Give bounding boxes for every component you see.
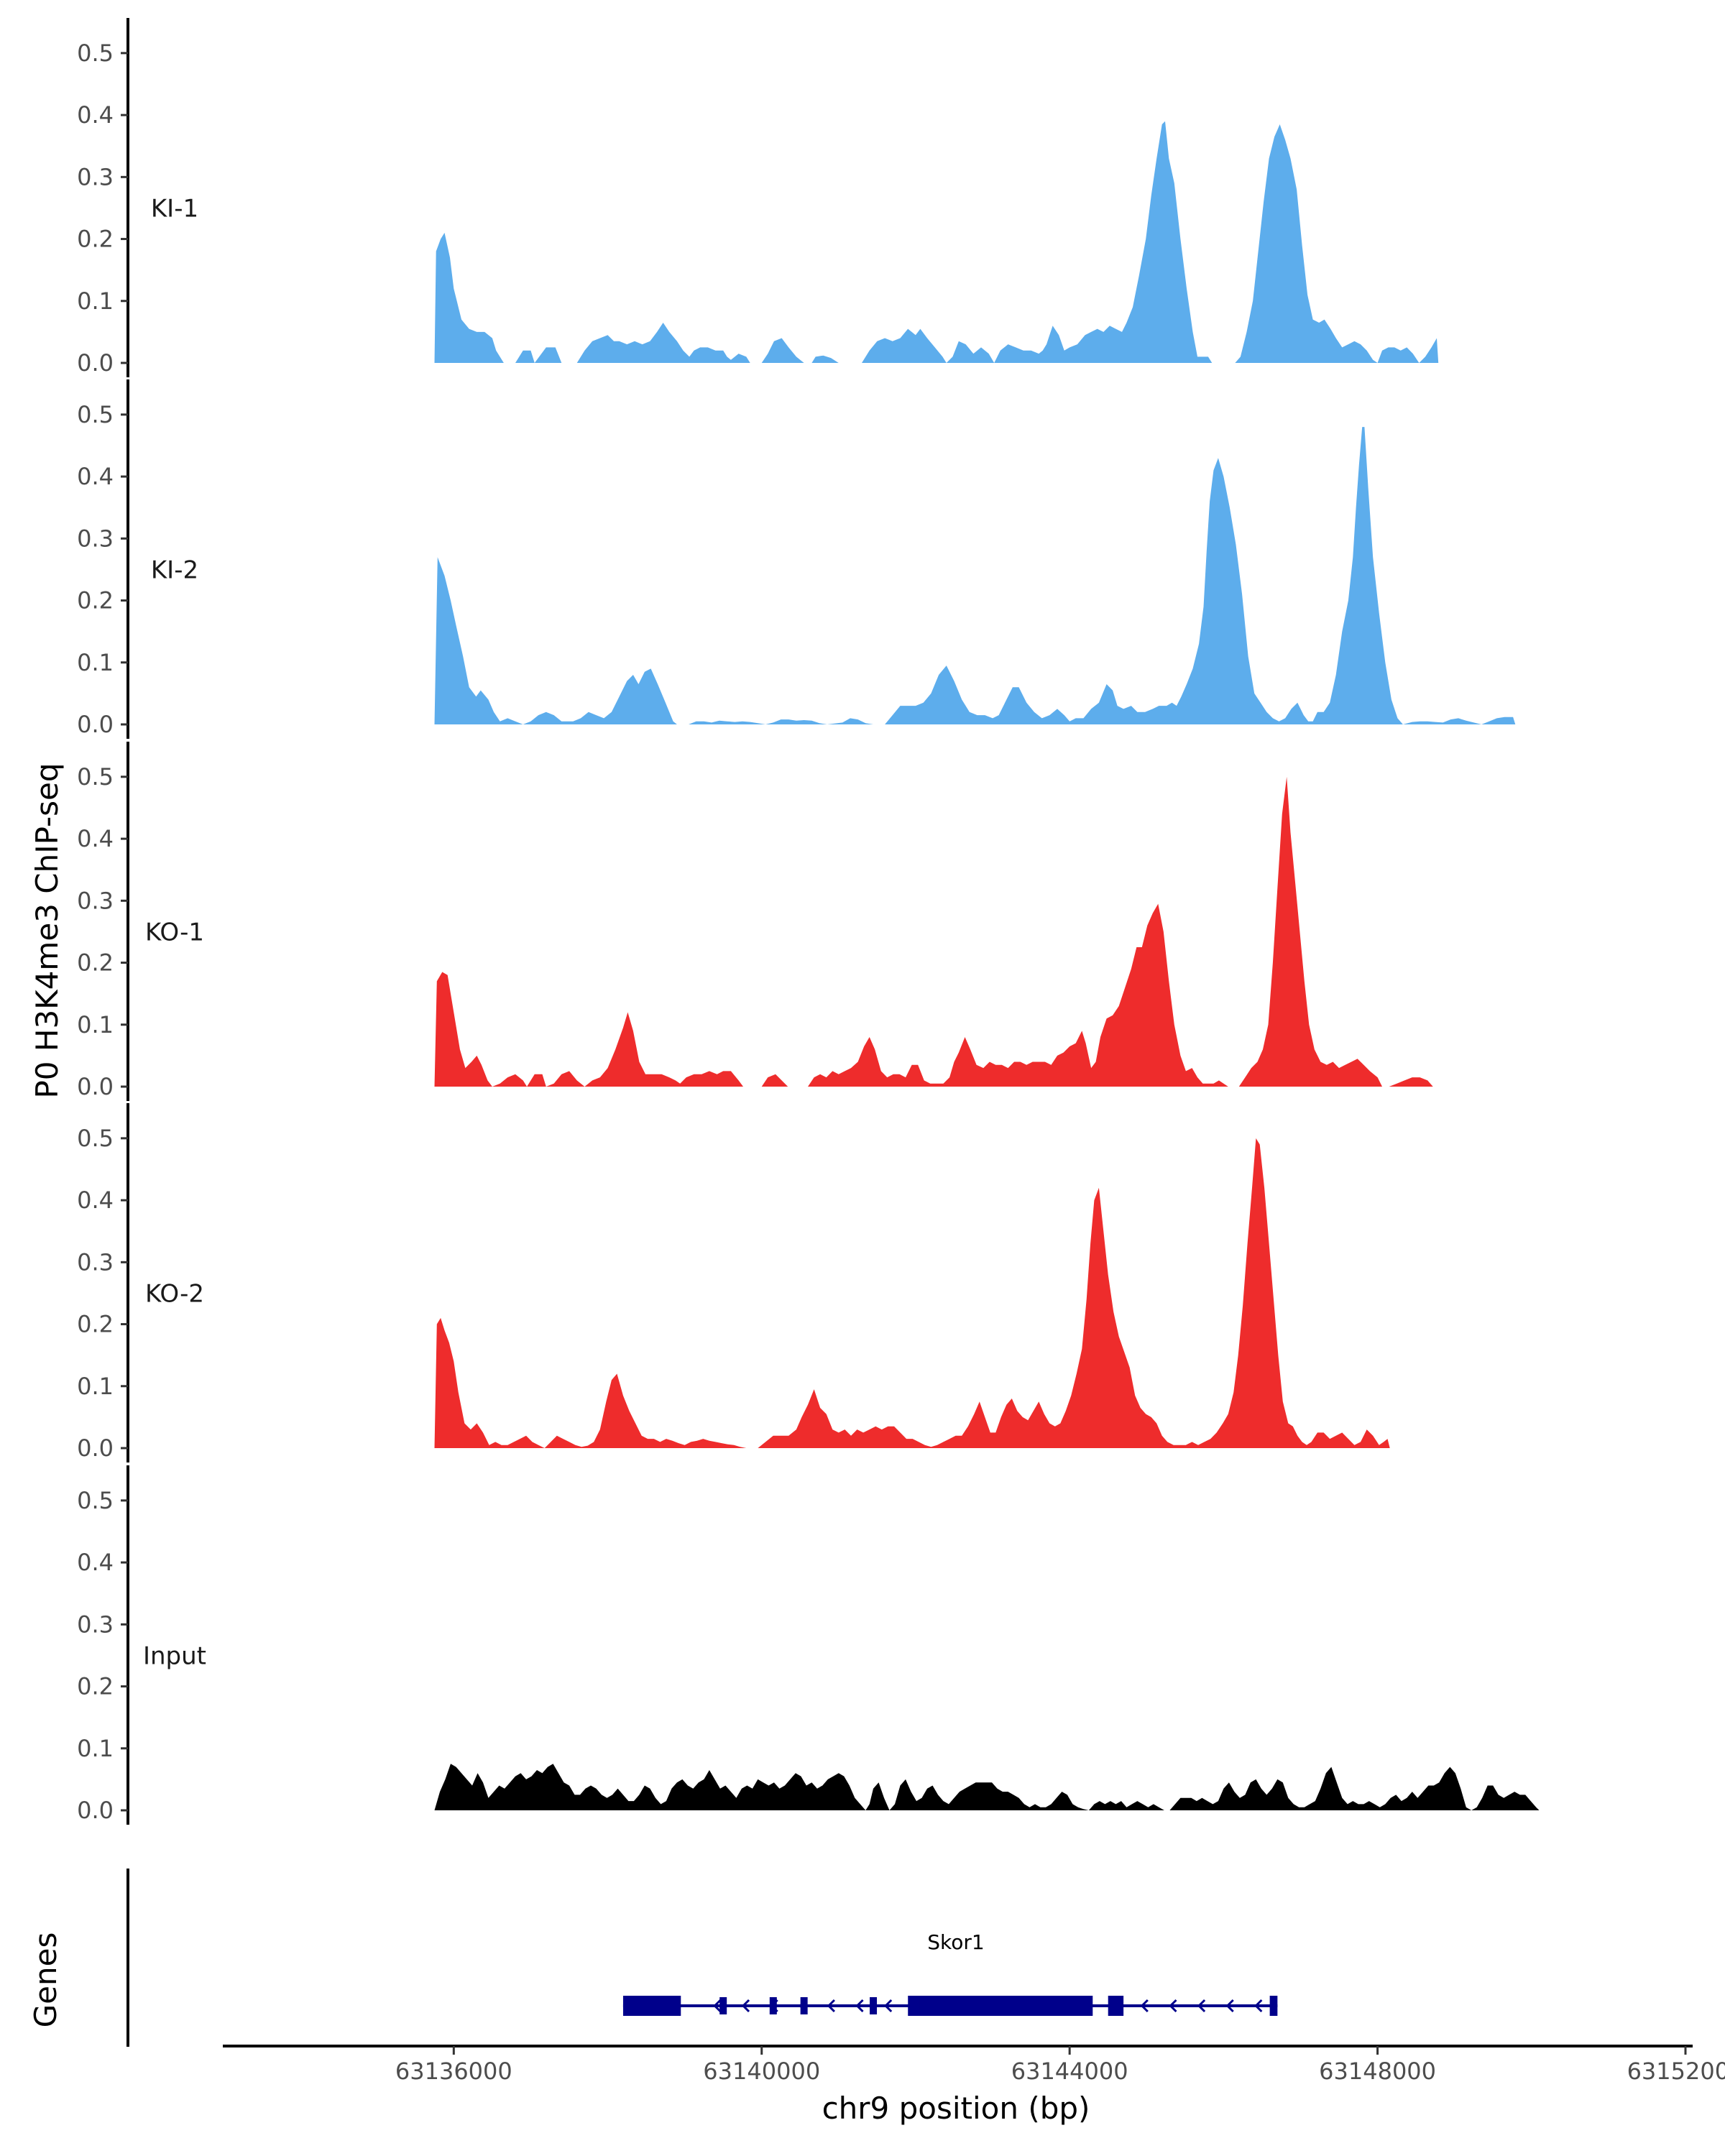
- gene-exon: [719, 1997, 727, 2014]
- strand-arrow: [855, 1999, 864, 2013]
- y-tick-label: 0.1: [77, 1735, 114, 1762]
- signal-area-ko-1: [434, 776, 1433, 1087]
- track-panels: 0.0 0.1 0.2 0.3 0.4 0.5 KI-1 0.0 0.1 0.2 0.3 0.4 0.5…: [77, 18, 1540, 1825]
- track-ko-2: 0.0 0.1 0.2 0.3 0.4 0.5 KO-2: [77, 1103, 1390, 1462]
- y-tick-label: 0.4: [77, 825, 114, 852]
- signal-area-ki-2: [434, 427, 1516, 724]
- gene-exon: [870, 1997, 878, 2014]
- track-label: KI-2: [151, 556, 198, 584]
- y-tick-label: 0.5: [77, 1125, 114, 1152]
- track-label: Input: [143, 1641, 206, 1670]
- x-axis: 63136000 63140000 63144000 63148000 63152000…: [223, 2045, 1725, 2126]
- strand-arrow: [741, 1999, 750, 2013]
- track-label: KO-2: [145, 1279, 204, 1308]
- strand-arrow: [1197, 1999, 1206, 2013]
- y-tick-label: 0.4: [77, 1549, 114, 1576]
- track-ki-2: 0.0 0.1 0.2 0.3 0.4 0.5 KI-2: [77, 379, 1516, 739]
- y-tick-label: 0.2: [77, 949, 114, 977]
- gene-exon: [769, 1997, 777, 2014]
- y-tick-label: 0.5: [77, 763, 114, 791]
- y-tick-label: 0.5: [77, 1487, 114, 1514]
- strand-arrow: [713, 1999, 722, 2013]
- track-input: 0.0 0.1 0.2 0.3 0.4 0.5 Input: [77, 1465, 1540, 1825]
- signal-area-ki-1: [434, 121, 1439, 363]
- track-ki-1: 0.0 0.1 0.2 0.3 0.4 0.5 KI-1: [77, 18, 1439, 377]
- x-axis-ticks: 63136000 63140000 63144000 63148000 63152000: [395, 2046, 1725, 2085]
- gene-exon: [919, 1997, 927, 2014]
- strand-arrow: [884, 1999, 893, 2013]
- signal-area-ko-2: [434, 1138, 1390, 1448]
- y-tick-label: 0.3: [77, 887, 114, 914]
- gene-name-label: Skor1: [927, 1930, 984, 1954]
- gene-exon: [908, 1996, 1093, 2016]
- strand-arrow: [1225, 1999, 1234, 2013]
- y-tick-label: 0.4: [77, 463, 114, 490]
- x-tick-label: 63152000: [1627, 2058, 1725, 2085]
- x-tick-label: 63148000: [1319, 2058, 1436, 2085]
- y-tick-label: 0.2: [77, 226, 114, 253]
- y-tick-label: 0.1: [77, 649, 114, 676]
- strand-arrow: [1140, 1999, 1149, 2013]
- strand-arrow: [1254, 1999, 1263, 2013]
- strand-arrow: [827, 1999, 835, 2013]
- y-tick-label: 0.0: [77, 711, 114, 738]
- gene-exon: [800, 1997, 808, 2014]
- y-tick-label: 0.5: [77, 40, 114, 67]
- x-tick-label: 63144000: [1011, 2058, 1128, 2085]
- y-tick-label: 0.3: [77, 1248, 114, 1276]
- y-tick-label: 0.5: [77, 401, 114, 428]
- y-tick-label: 0.1: [77, 1011, 114, 1038]
- y-axis-title: P0 H3K4me3 ChIP-seq: [29, 763, 65, 1098]
- gene-exon: [622, 1996, 681, 2016]
- y-tick-label: 0.4: [77, 101, 114, 129]
- y-tick-label: 0.1: [77, 1373, 114, 1400]
- y-tick-label: 0.1: [77, 287, 114, 315]
- y-tick-label: 0.0: [77, 349, 114, 377]
- strand-arrow: [770, 1999, 778, 2013]
- x-tick-label: 63136000: [395, 2058, 512, 2085]
- gene-exon: [993, 1997, 1000, 2014]
- track-label: KO-1: [145, 918, 204, 946]
- strand-arrow: [1169, 1999, 1177, 2013]
- x-tick-label: 63140000: [703, 2058, 820, 2085]
- gene-exon: [1269, 1996, 1278, 2016]
- y-tick-label: 0.0: [77, 1073, 114, 1100]
- y-tick-label: 0.3: [77, 163, 114, 190]
- y-tick-label: 0.2: [77, 587, 114, 614]
- strand-arrow: [799, 1999, 807, 2013]
- y-tick-label: 0.4: [77, 1187, 114, 1214]
- track-ko-1: 0.0 0.1 0.2 0.3 0.4 0.5 KO-1: [77, 742, 1433, 1101]
- y-tick-label: 0.3: [77, 1611, 114, 1638]
- genes-panel-title: Genes: [28, 1932, 63, 2028]
- gene-model: [622, 1996, 1278, 2016]
- y-tick-label: 0.2: [77, 1673, 114, 1700]
- x-axis-title: chr9 position (bp): [822, 2091, 1090, 2126]
- gene-exon: [1108, 1996, 1124, 2016]
- signal-area-input: [434, 1764, 1540, 1810]
- y-tick-label: 0.2: [77, 1311, 114, 1338]
- genes-panel: Genes Skor1: [28, 1869, 1278, 2047]
- y-tick-label: 0.0: [77, 1797, 114, 1824]
- y-tick-label: 0.3: [77, 525, 114, 552]
- y-tick-label: 0.0: [77, 1434, 114, 1462]
- track-label: KI-1: [151, 194, 198, 223]
